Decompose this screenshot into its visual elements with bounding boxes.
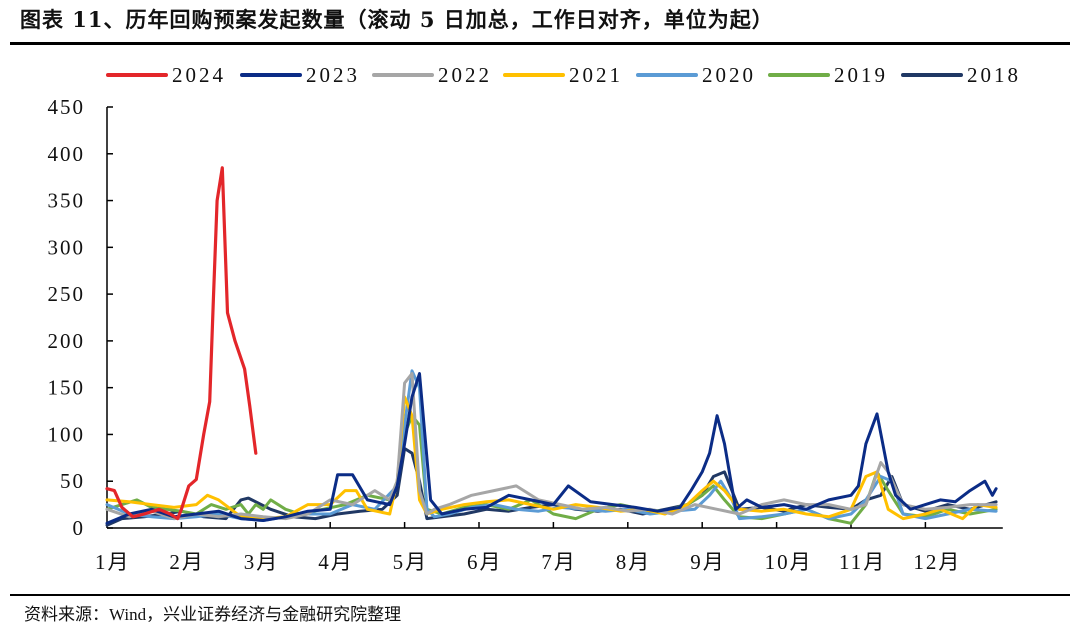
y-tick-label: 350 [48,189,86,213]
legend-item-2020: 2020 [636,63,756,87]
x-tick-label: 5月 [393,550,429,574]
y-tick-label: 250 [48,282,86,306]
x-tick-label: 11月 [839,550,886,574]
legend-item-2024: 2024 [106,63,226,87]
x-tick-label: 10月 [765,550,813,574]
legend-item-2022: 2022 [372,63,492,87]
x-tick-label: 12月 [913,550,961,574]
title-divider [10,42,1070,45]
series-line-2023 [105,372,998,525]
legend-label: 2023 [306,63,360,87]
y-tick-label: 450 [48,95,86,119]
y-axis: 0 50 100 150 200 250 300 350 400 450 [48,95,113,540]
series-line-2022 [105,372,998,521]
legend-label: 2022 [438,63,492,87]
y-tick-label: 0 [73,516,86,540]
y-tick-label: 150 [48,376,86,400]
x-tick-label: 6月 [467,550,503,574]
footer-divider [10,594,1070,596]
chart-series [105,166,998,527]
y-tick-label: 300 [48,235,86,259]
legend-item-2023: 2023 [240,63,360,87]
x-tick-label: 7月 [541,550,577,574]
legend-label: 2024 [172,63,226,87]
series-line-2024 [105,166,258,521]
x-tick-label: 9月 [690,550,726,574]
legend-label: 2018 [967,63,1021,87]
legend-item-2018: 2018 [901,63,1021,87]
y-tick-label: 400 [48,142,86,166]
series-line-2020 [105,369,998,522]
chart-title: 图表 11、历年回购预案发起数量（滚动 5 日加总，工作日对齐，单位为起） [20,7,774,32]
legend-item-2021: 2021 [503,63,623,87]
source-note: 资料来源：Wind，兴业证券经济与金融研究院整理 [24,605,402,624]
x-axis: 1月 2月 3月 4月 5月 6月 7月 8月 9月 10月 11月 12月 [95,522,1003,574]
x-tick-label: 2月 [169,550,205,574]
y-tick-label: 100 [48,422,86,446]
x-tick-label: 4月 [318,550,354,574]
chart-legend: 2024 2023 2022 2021 2020 2019 2018 [106,63,1021,87]
x-tick-label: 3月 [244,550,279,574]
legend-label: 2021 [569,63,623,87]
x-tick-label: 8月 [616,550,652,574]
legend-label: 2019 [834,63,888,87]
y-tick-label: 50 [60,469,85,493]
legend-item-2019: 2019 [768,63,888,87]
x-tick-label: 1月 [95,550,131,574]
y-tick-label: 200 [48,329,86,353]
legend-label: 2020 [702,63,756,87]
